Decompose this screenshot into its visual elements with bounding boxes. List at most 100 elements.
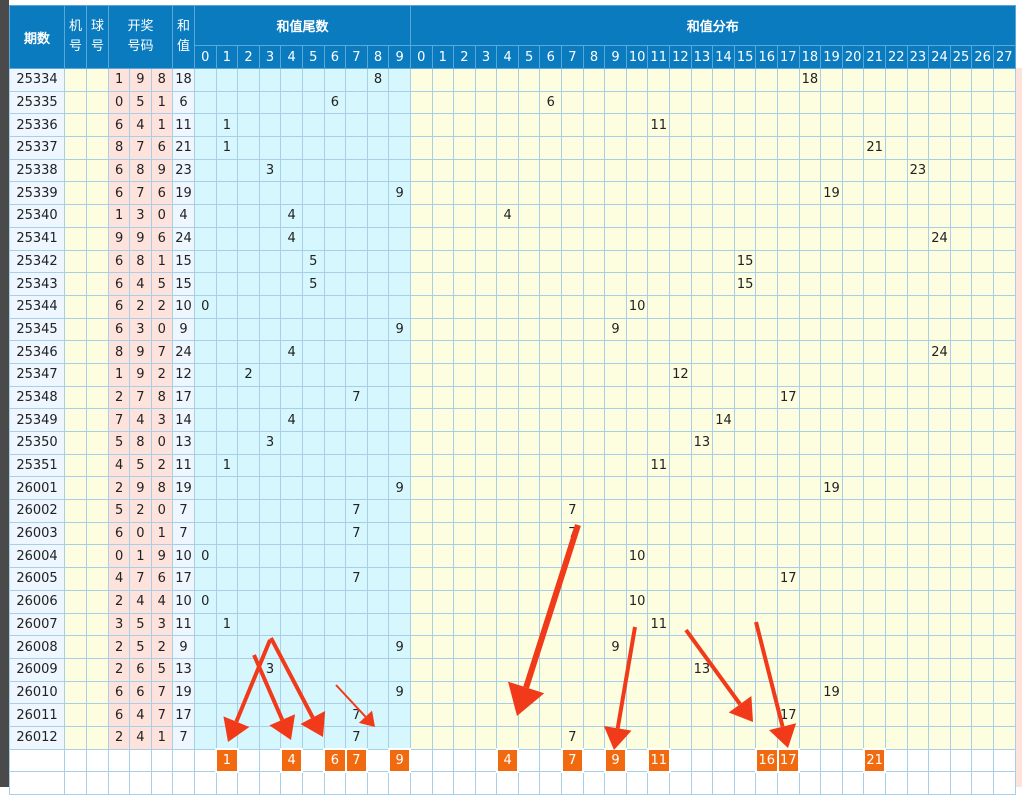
header-dist-22[interactable]: 22 — [884, 45, 908, 69]
machine-cell — [64, 158, 87, 183]
header-dist-23[interactable]: 23 — [906, 45, 930, 69]
tail-cell — [193, 680, 217, 705]
empty-cell — [561, 771, 584, 795]
header-dist-group[interactable]: 和值分布 — [409, 5, 1016, 46]
header-sum[interactable]: 和值 — [171, 5, 195, 69]
tail-cell — [388, 612, 411, 637]
dist-cell — [604, 476, 627, 501]
dist-cell — [625, 725, 649, 750]
dist-cell — [582, 521, 606, 546]
header-dist-4[interactable]: 4 — [496, 45, 519, 69]
header-tail-0[interactable]: 0 — [193, 45, 217, 69]
dist-cell — [625, 272, 649, 296]
header-dist-9[interactable]: 9 — [604, 45, 627, 69]
header-issue[interactable]: 期数 — [9, 5, 65, 69]
header-tail-group[interactable]: 和值尾数 — [193, 5, 411, 46]
header-dist-2[interactable]: 2 — [453, 45, 476, 69]
header-dist-11[interactable]: 11 — [647, 45, 671, 69]
header-dist-1[interactable]: 1 — [431, 45, 455, 69]
header-machine[interactable]: 机号 — [64, 5, 87, 69]
header-tail-6[interactable]: 6 — [323, 45, 347, 69]
tail-cell — [323, 612, 347, 637]
issue-cell: 25342 — [9, 249, 65, 274]
tail-cell — [215, 589, 239, 614]
header-dist-6[interactable]: 6 — [539, 45, 563, 69]
draw-digit-cell: 0 — [150, 317, 173, 342]
dist-cell — [798, 657, 822, 682]
dist-cell — [863, 612, 886, 637]
header-dist-19[interactable]: 19 — [820, 45, 843, 69]
header-dist-5[interactable]: 5 — [517, 45, 541, 69]
header-tail-7[interactable]: 7 — [345, 45, 368, 69]
dist-cell — [798, 249, 822, 274]
header-tail-3[interactable]: 3 — [258, 45, 282, 69]
header-dist-13[interactable]: 13 — [690, 45, 714, 69]
ball-cell — [86, 226, 109, 251]
dist-cell — [647, 272, 671, 296]
header-dist-17[interactable]: 17 — [777, 45, 800, 69]
header-dist-27[interactable]: 27 — [992, 45, 1016, 69]
tail-cell — [301, 453, 325, 478]
header-tail-5[interactable]: 5 — [301, 45, 325, 69]
header-tail-1[interactable]: 1 — [215, 45, 239, 69]
dist-hit-cell: 7 — [561, 499, 584, 523]
dist-cell — [517, 90, 541, 115]
machine-cell — [64, 294, 87, 319]
header-dist-25[interactable]: 25 — [949, 45, 973, 69]
tail-cell — [237, 204, 260, 228]
tail-cell — [366, 340, 390, 364]
dist-cell — [906, 68, 930, 92]
dist-cell — [733, 680, 757, 705]
header-dist-20[interactable]: 20 — [841, 45, 865, 69]
dist-cell — [561, 635, 584, 659]
tail-cell — [258, 272, 282, 296]
header-dist-24[interactable]: 24 — [928, 45, 951, 69]
dist-cell — [712, 431, 735, 455]
header-dist-26[interactable]: 26 — [971, 45, 994, 69]
header-dist-12[interactable]: 12 — [669, 45, 692, 69]
dist-cell — [582, 544, 606, 569]
dist-cell — [517, 272, 541, 296]
header-draw[interactable]: 开奖号码 — [108, 5, 173, 69]
dist-cell — [582, 725, 606, 750]
header-dist-16[interactable]: 16 — [755, 45, 779, 69]
sum-cell: 17 — [171, 567, 195, 591]
header-tail-8[interactable]: 8 — [366, 45, 390, 69]
issue-cell: 26010 — [9, 680, 65, 705]
dist-cell — [992, 113, 1016, 138]
header-dist-21[interactable]: 21 — [863, 45, 886, 69]
empty-cell — [237, 771, 260, 795]
dist-cell — [431, 544, 455, 569]
header-dist-0[interactable]: 0 — [409, 45, 433, 69]
header-tail-2[interactable]: 2 — [237, 45, 260, 69]
next-column-edge — [1016, 68, 1022, 787]
dist-cell — [647, 544, 671, 569]
header-dist-18[interactable]: 18 — [798, 45, 822, 69]
dist-cell — [453, 499, 476, 523]
issue-cell: 26007 — [9, 612, 65, 637]
dist-cell — [604, 294, 627, 319]
header-tail-4[interactable]: 4 — [280, 45, 303, 69]
header-dist-14[interactable]: 14 — [712, 45, 735, 69]
dist-cell — [906, 113, 930, 138]
dist-cell — [863, 181, 886, 206]
header-ball[interactable]: 球号 — [86, 5, 109, 69]
header-dist-3[interactable]: 3 — [474, 45, 498, 69]
header-dist-15[interactable]: 15 — [733, 45, 757, 69]
header-dist-8[interactable]: 8 — [582, 45, 606, 69]
dist-cell — [863, 499, 886, 523]
tail-cell — [388, 567, 411, 591]
machine-cell — [64, 725, 87, 750]
header-dist-7[interactable]: 7 — [561, 45, 584, 69]
tail-cell — [193, 612, 217, 637]
dist-cell — [431, 499, 455, 523]
header-dist-10[interactable]: 10 — [625, 45, 649, 69]
draw-digit-cell: 8 — [150, 68, 173, 92]
tail-cell — [323, 567, 347, 591]
tail-cell — [301, 294, 325, 319]
dist-cell — [949, 90, 973, 115]
dist-cell — [690, 408, 714, 432]
tail-cell — [193, 408, 217, 432]
tail-cell — [366, 725, 390, 750]
header-tail-9[interactable]: 9 — [388, 45, 411, 69]
